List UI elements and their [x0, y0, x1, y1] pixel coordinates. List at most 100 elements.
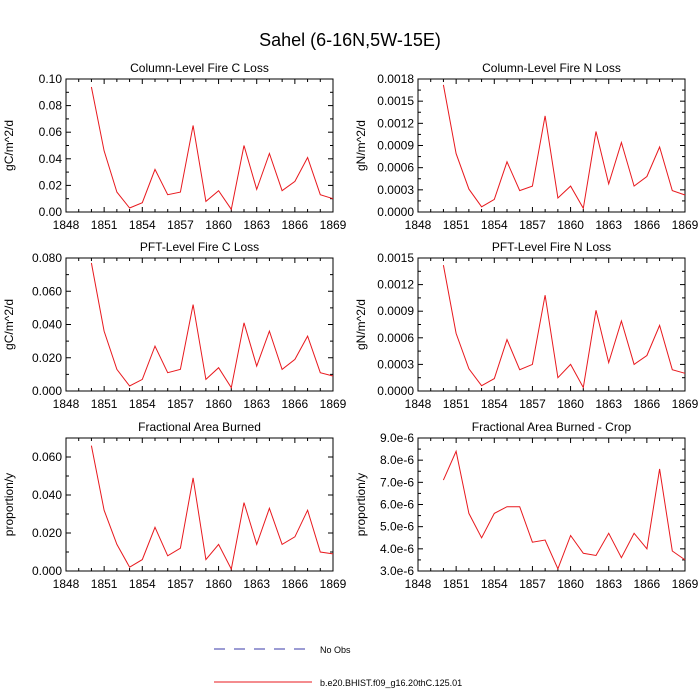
y-tick-label: 0.04 [39, 152, 63, 166]
y-tick-label: 9.0e-6 [380, 431, 414, 445]
x-tick-label: 1866 [634, 397, 661, 411]
x-tick-label: 1866 [634, 577, 661, 591]
x-tick-label: 1851 [443, 218, 470, 232]
x-tick-label: 1869 [672, 397, 699, 411]
y-tick-label: 0.0009 [377, 139, 414, 153]
x-tick-label: 1851 [443, 577, 470, 591]
x-tick-label: 1866 [282, 397, 309, 411]
x-tick-label: 1869 [320, 397, 347, 411]
panel-title: PFT-Level Fire N Loss [492, 240, 611, 254]
y-tick-label: 0.08 [39, 99, 63, 113]
x-tick-label: 1869 [320, 577, 347, 591]
y-tick-label: 5.0e-6 [380, 520, 414, 534]
x-tick-label: 1863 [243, 397, 270, 411]
x-tick-label: 1854 [129, 397, 156, 411]
y-tick-label: 0.0018 [377, 72, 414, 86]
plot-frame [417, 437, 686, 572]
x-tick-label: 1848 [405, 397, 432, 411]
x-tick-label: 1848 [405, 218, 432, 232]
series-line [442, 265, 686, 390]
x-tick-label: 1863 [243, 577, 270, 591]
y-tick-label: 0.02 [39, 178, 63, 192]
y-tick-label: 7.0e-6 [380, 475, 414, 489]
y-tick-label: 6.0e-6 [380, 498, 414, 512]
x-tick-label: 1854 [129, 218, 156, 232]
panel-3: 1848 1851 1854 1857 1860 1863 1866 1869 0.000 0.0… [2, 240, 347, 411]
y-tick-label: 0.020 [32, 526, 62, 540]
y-tick-label: 0.040 [32, 488, 62, 502]
x-tick-label: 1860 [205, 218, 232, 232]
panels: 1848 1851 1854 1857 1860 1863 1866 1869 0.00 0.02… [2, 61, 699, 591]
y-tick-label: 8.0e-6 [380, 453, 414, 467]
x-tick-label: 1857 [519, 577, 546, 591]
x-tick-label: 1863 [595, 218, 622, 232]
x-tick-label: 1860 [557, 577, 584, 591]
series-line [90, 86, 334, 211]
x-tick-label: 1863 [595, 397, 622, 411]
x-tick-label: 1860 [205, 577, 232, 591]
x-tick-label: 1857 [167, 577, 194, 591]
y-axis-label: gN/m^2/d [354, 299, 368, 350]
y-tick-label: 4.0e-6 [380, 542, 414, 556]
x-tick-label: 1851 [91, 577, 118, 591]
panel-title: Column-Level Fire N Loss [482, 61, 621, 75]
figure-title: Sahel (6-16N,5W-15E) [259, 30, 441, 50]
x-tick-label: 1848 [405, 577, 432, 591]
x-tick-label: 1860 [205, 397, 232, 411]
y-tick-label: 3.0e-6 [380, 564, 414, 578]
y-axis-label: proportion/y [354, 473, 368, 536]
y-axis-label: gC/m^2/d [2, 299, 16, 350]
y-tick-label: 0.0000 [377, 384, 414, 398]
x-tick-label: 1857 [519, 218, 546, 232]
y-tick-label: 0.0012 [377, 278, 414, 292]
y-tick-label: 0.06 [39, 125, 63, 139]
x-tick-label: 1857 [167, 218, 194, 232]
y-tick-label: 0.10 [39, 72, 63, 86]
y-tick-label: 0.040 [32, 318, 62, 332]
y-tick-label: 0.060 [32, 450, 62, 464]
x-tick-label: 1848 [53, 397, 80, 411]
panel-1: 1848 1851 1854 1857 1860 1863 1866 1869 0.00 0.02… [2, 61, 347, 232]
x-tick-label: 1848 [53, 577, 80, 591]
plot-frame [65, 437, 334, 572]
x-tick-label: 1860 [557, 397, 584, 411]
y-tick-label: 0.080 [32, 251, 62, 265]
x-tick-label: 1863 [243, 218, 270, 232]
x-tick-label: 1866 [634, 218, 661, 232]
legend-no-obs-label: No Obs [320, 645, 351, 655]
panel-4: 1848 1851 1854 1857 1860 1863 1866 1869 0.0000 0.… [354, 240, 699, 411]
x-tick-label: 1854 [129, 577, 156, 591]
y-tick-label: 0.0000 [377, 205, 414, 219]
y-tick-label: 0.060 [32, 284, 62, 298]
legend-model-label: b.e20.BHIST.f09_g16.20thC.125.01 [320, 678, 462, 688]
series-line [442, 84, 686, 210]
y-axis-label: gC/m^2/d [2, 120, 16, 171]
y-tick-label: 0.0003 [377, 183, 414, 197]
y-tick-label: 0.000 [32, 564, 62, 578]
x-tick-label: 1854 [481, 218, 508, 232]
x-tick-label: 1851 [91, 397, 118, 411]
x-tick-label: 1860 [557, 218, 584, 232]
plot-frame [417, 257, 686, 392]
y-axis-label: proportion/y [2, 473, 16, 536]
x-tick-label: 1851 [91, 218, 118, 232]
y-tick-label: 0.0015 [377, 94, 414, 108]
plot-frame [65, 257, 334, 392]
panel-title: Fractional Area Burned [138, 420, 261, 434]
x-tick-label: 1857 [167, 397, 194, 411]
y-tick-label: 0.0003 [377, 357, 414, 371]
y-tick-label: 0.0006 [377, 331, 414, 345]
x-tick-label: 1866 [282, 577, 309, 591]
y-tick-label: 0.0015 [377, 251, 414, 265]
panel-6: 1848 1851 1854 1857 1860 1863 1866 1869 3.0e-6 4.… [354, 420, 699, 591]
panel-2: 1848 1851 1854 1857 1860 1863 1866 1869 0.0000 0.… [354, 61, 699, 232]
x-tick-label: 1854 [481, 577, 508, 591]
y-tick-label: 0.0012 [377, 116, 414, 130]
series-line [442, 449, 686, 571]
x-tick-label: 1869 [320, 218, 347, 232]
x-tick-label: 1857 [519, 397, 546, 411]
plot-frame [417, 78, 686, 213]
panel-5: 1848 1851 1854 1857 1860 1863 1866 1869 0.000 0.0… [2, 420, 347, 591]
panel-title: PFT-Level Fire C Loss [140, 240, 259, 254]
